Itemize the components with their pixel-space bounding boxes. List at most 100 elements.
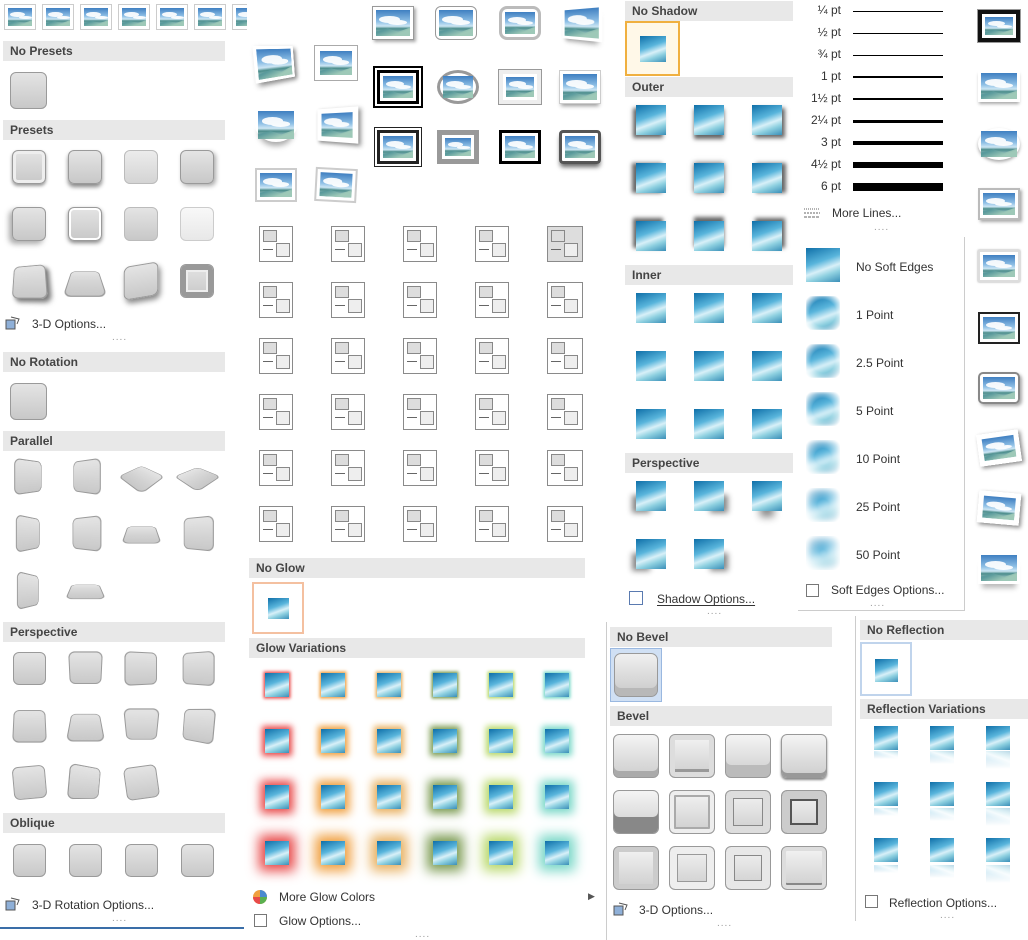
rotation-option[interactable] [174,467,221,493]
no-rotation-tile[interactable] [10,383,47,420]
bevel-option[interactable] [781,790,827,834]
picture-style-option[interactable] [435,6,477,40]
shadow-option[interactable] [694,105,724,135]
picture-layout-option[interactable] [259,394,293,430]
rotation-option[interactable] [69,844,102,877]
bevel-option[interactable] [781,846,827,890]
weight-option[interactable]: 2¼ pt [795,110,945,132]
shadow-option[interactable] [752,105,782,135]
picture-layout-option[interactable] [259,226,293,262]
glow-option[interactable] [545,673,569,697]
picture-style-option[interactable] [978,372,1020,404]
shadow-option[interactable] [694,351,724,381]
picture-layout-option[interactable] [475,450,509,486]
picture-layout-option[interactable] [547,394,583,430]
bevel-option[interactable] [669,790,715,834]
picture-style-option[interactable] [978,70,1020,102]
no-shadow-tile[interactable] [625,21,680,76]
picture-style-option[interactable] [978,552,1020,584]
shadow-option[interactable] [752,163,782,193]
rotation-option[interactable] [68,651,103,685]
shadow-option[interactable] [752,221,782,251]
rotation-option[interactable] [122,763,161,802]
glow-option[interactable] [545,729,569,753]
more-glow-colors-link[interactable]: More Glow Colors [279,890,376,904]
resize-grip[interactable]: .... [112,913,128,924]
3d-rotation-options-link[interactable]: 3-D Rotation Options... [32,898,155,912]
glow-option[interactable] [545,785,569,809]
preset-option[interactable] [180,207,214,241]
glow-option[interactable] [433,673,457,697]
picture-layout-option[interactable] [403,226,437,262]
rotation-option[interactable] [65,584,106,600]
picture-style-option[interactable] [559,70,601,104]
reflection-option[interactable] [986,782,1010,826]
picture-layout-option[interactable] [259,282,293,318]
no-bevel-tile[interactable] [610,648,662,702]
rotation-option[interactable] [182,708,217,746]
soft-edge-option[interactable]: 10 Point [798,432,963,480]
rotation-option[interactable] [65,713,106,742]
3d-options-link[interactable]: 3-D Options... [32,317,107,331]
rotation-option[interactable] [181,844,214,877]
glow-option[interactable] [321,673,345,697]
picture-layout-option[interactable] [547,282,583,318]
bevel-option[interactable] [669,734,715,778]
picture-layout-option[interactable] [475,394,509,430]
picture-style-option[interactable] [255,168,297,202]
weight-option[interactable]: 4½ pt [795,154,945,176]
picture-style-option[interactable] [562,3,603,43]
weight-option[interactable]: 6 pt [795,176,945,198]
bevel-option[interactable] [613,790,659,834]
rotation-option[interactable] [13,844,46,877]
rotation-option[interactable] [11,764,48,801]
preset-option[interactable] [68,150,102,184]
picture-layout-option[interactable] [475,226,509,262]
reflection-option[interactable] [874,726,898,759]
picture-style-option[interactable] [499,6,541,40]
picture-style-option[interactable] [80,4,112,30]
glow-option[interactable] [489,785,513,809]
glow-option[interactable] [265,841,289,865]
picture-style-option[interactable] [315,46,357,80]
picture-style-option[interactable] [978,250,1020,282]
shadow-option[interactable] [636,293,666,323]
shadow-option[interactable] [636,163,666,193]
shadow-option[interactable] [694,293,724,323]
preset-option[interactable] [68,207,102,241]
glow-option[interactable] [433,841,457,865]
picture-style-option[interactable] [372,6,414,40]
shadow-options-link[interactable]: Shadow Options... [657,592,756,606]
no-glow-tile[interactable] [252,582,304,634]
picture-style-option[interactable] [978,312,1020,344]
bevel-option[interactable] [725,846,771,890]
preset-option[interactable] [62,271,108,297]
picture-style-option[interactable] [4,4,36,30]
shadow-option[interactable] [752,409,782,439]
bevel-option[interactable] [669,846,715,890]
rotation-option[interactable] [13,652,46,685]
rotation-option[interactable] [118,465,165,495]
resize-grip[interactable]: .... [707,606,723,617]
glow-option[interactable] [321,841,345,865]
resize-grip[interactable]: .... [112,332,128,343]
reflection-option[interactable] [874,782,898,816]
resize-grip[interactable]: .... [717,918,733,929]
bevel-option[interactable] [725,790,771,834]
no-preset-tile[interactable] [10,72,47,109]
rotation-option[interactable] [182,650,215,687]
rotation-option[interactable] [12,709,47,743]
shadow-option[interactable] [636,221,666,251]
shadow-option[interactable] [752,293,782,323]
picture-layout-option[interactable] [475,338,509,374]
picture-style-option[interactable] [978,188,1020,220]
picture-style-option[interactable] [978,128,1020,160]
picture-style-option[interactable] [317,106,359,144]
picture-layout-option[interactable] [547,506,583,542]
reflection-option[interactable] [986,726,1010,769]
picture-style-option[interactable] [499,130,541,164]
picture-style-option[interactable] [42,4,74,30]
shadow-option[interactable] [752,481,782,511]
resize-grip[interactable]: .... [940,910,956,921]
picture-layout-option[interactable] [547,450,583,486]
